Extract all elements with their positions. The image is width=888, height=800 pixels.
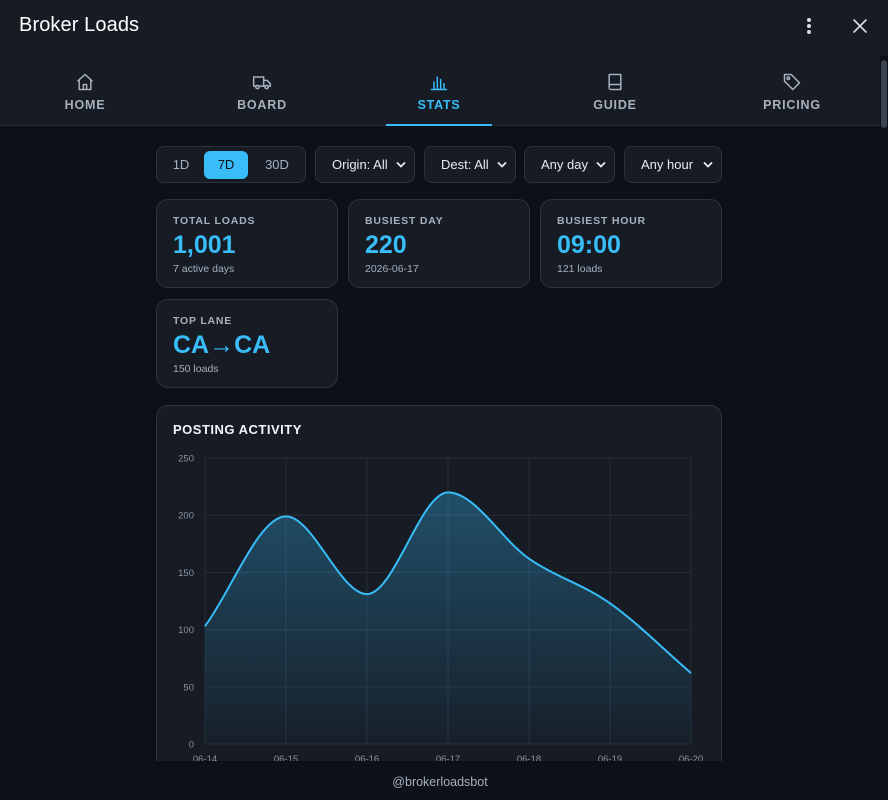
tab-board-label: BOARD: [237, 98, 287, 112]
card-label: TOTAL LOADS: [173, 215, 256, 227]
app-title: Broker Loads: [19, 14, 140, 36]
dest-select-value: Dest: All: [441, 157, 489, 172]
range-1d-button[interactable]: 1D: [172, 157, 190, 172]
x-tick-label: 06-14: [193, 754, 217, 761]
card-label: BUSIEST HOUR: [557, 215, 646, 227]
book-icon: [608, 73, 622, 91]
y-tick-label: 250: [178, 454, 194, 465]
x-tick-label: 06-20: [679, 754, 703, 761]
busiest-hour-card: BUSIEST HOUR 09:00 121 loads: [540, 199, 722, 288]
y-tick-label: 50: [183, 682, 194, 693]
title-bar: Broker Loads: [0, 0, 888, 56]
series-area: [205, 492, 691, 744]
card-value: 220: [365, 231, 407, 259]
home-icon: [77, 73, 93, 91]
kebab-menu-icon[interactable]: [798, 14, 820, 38]
chart-plot: 0 50 100 150 200 250 06-14 06-15 06-16 06-17 06-18…: [178, 454, 703, 762]
origin-select-value: Origin: All: [332, 157, 388, 172]
data-point: [608, 601, 613, 606]
scrollbar-track[interactable]: [880, 56, 888, 800]
top-lane-card: TOP LANE CA→CA 150 loads: [156, 299, 338, 388]
data-point: [689, 671, 694, 676]
card-value: CA→CA: [173, 331, 271, 359]
card-label: BUSIEST DAY: [365, 215, 444, 227]
card-subtext: 2026-06-17: [365, 263, 419, 275]
total-loads-card: TOTAL LOADS 1,001 7 active days: [156, 199, 338, 288]
tab-stats-label: STATS: [417, 98, 461, 112]
tab-guide-label: GUIDE: [593, 98, 637, 112]
footer-handle: @brokerloadsbot: [0, 761, 880, 800]
card-subtext: 150 loads: [173, 363, 219, 375]
nav-tabs: HOME BOARD STATS GUIDE PRICING: [0, 56, 880, 126]
card-value: 09:00: [557, 231, 621, 259]
tab-guide[interactable]: GUIDE: [562, 56, 668, 126]
x-tick-label: 06-16: [355, 754, 379, 761]
dest-select[interactable]: Dest: All: [424, 146, 516, 183]
day-select[interactable]: Any day: [524, 146, 615, 183]
chevron-down-icon: [703, 162, 713, 168]
data-point: [284, 514, 289, 519]
range-selector: 1D 7D 30D: [156, 146, 306, 183]
x-tick-label: 06-18: [517, 754, 541, 761]
truck-icon: [252, 76, 272, 90]
data-point: [446, 490, 451, 495]
tab-pricing-label: PRICING: [763, 98, 821, 112]
hour-select-value: Any hour: [641, 157, 694, 172]
chevron-down-icon: [497, 162, 507, 168]
data-point: [365, 592, 370, 597]
bar-chart-icon: [430, 76, 448, 91]
day-select-value: Any day: [541, 157, 588, 172]
busiest-day-card: BUSIEST DAY 220 2026-06-17: [348, 199, 530, 288]
origin-select[interactable]: Origin: All: [315, 146, 415, 183]
y-tick-label: 0: [189, 740, 194, 751]
tab-pricing[interactable]: PRICING: [739, 56, 845, 126]
tab-home[interactable]: HOME: [32, 56, 138, 126]
data-point: [527, 556, 532, 561]
x-tick-label: 06-19: [598, 754, 622, 761]
x-tick-label: 06-17: [436, 754, 460, 761]
hour-select[interactable]: Any hour: [624, 146, 722, 183]
y-tick-label: 100: [178, 625, 194, 636]
chevron-down-icon: [396, 162, 406, 168]
tab-board[interactable]: BOARD: [209, 56, 315, 126]
y-tick-label: 150: [178, 568, 194, 579]
close-icon[interactable]: [848, 14, 872, 38]
range-30d-button[interactable]: 30D: [265, 157, 289, 172]
range-7d-button[interactable]: 7D: [204, 151, 248, 179]
series-line: [204, 491, 692, 674]
chevron-down-icon: [596, 162, 606, 168]
scrollbar-thumb[interactable]: [881, 60, 887, 128]
data-point: [203, 624, 208, 629]
y-tick-label: 200: [178, 511, 194, 522]
tag-icon: [783, 73, 801, 91]
x-tick-label: 06-15: [274, 754, 298, 761]
tab-home-label: HOME: [64, 98, 106, 112]
chart-title: POSTING ACTIVITY: [173, 422, 302, 437]
tab-stats[interactable]: STATS: [386, 56, 492, 126]
posting-activity-chart: POSTING ACTIVITY 0 50 100 150 200 250 06-14 06-…: [156, 405, 722, 761]
card-subtext: 7 active days: [173, 263, 235, 275]
card-label: TOP LANE: [173, 315, 233, 327]
card-subtext: 121 loads: [557, 263, 603, 275]
card-value: 1,001: [173, 231, 236, 259]
